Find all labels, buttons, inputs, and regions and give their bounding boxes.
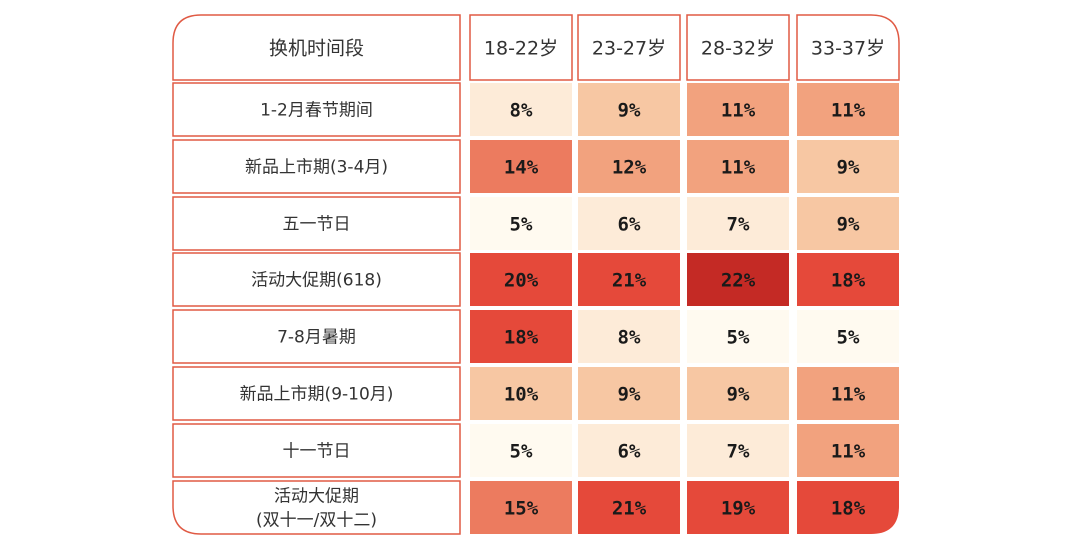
row-label: 7-8月暑期 <box>277 328 356 348</box>
cell-value-label: 9% <box>727 384 750 406</box>
row-label-cell <box>172 366 461 421</box>
column-header-cell <box>469 14 573 81</box>
row-label-cell <box>172 423 461 478</box>
cell-value-label: 19% <box>721 498 756 520</box>
row-label-cell <box>172 82 461 137</box>
cell-value-label: 21% <box>612 270 647 292</box>
heatmap-cell <box>687 197 789 250</box>
row-label-cell <box>172 309 461 364</box>
heatmap-cell <box>470 140 572 193</box>
cell-value-label: 6% <box>618 441 641 463</box>
cell-value-label: 11% <box>831 384 866 406</box>
corner-header-label: 换机时间段 <box>269 38 364 60</box>
heatmap-cell <box>687 253 789 306</box>
cell-value-label: 14% <box>504 157 539 179</box>
heatmap-cell <box>578 481 680 534</box>
cell-value-label: 21% <box>612 498 647 520</box>
heatmap-cell <box>797 481 899 534</box>
cell-value-label: 18% <box>504 327 539 349</box>
cell-value-label: 22% <box>721 270 756 292</box>
cell-value-label: 12% <box>612 157 647 179</box>
heatmap-cell <box>687 481 789 534</box>
heatmap-cell <box>687 310 789 363</box>
cell-value-label: 8% <box>510 100 533 122</box>
column-header-label: 18-22岁 <box>484 38 558 60</box>
heatmap-cell <box>797 83 899 136</box>
heatmap-cell <box>797 424 899 477</box>
cell-value-label: 8% <box>618 327 641 349</box>
heatmap-cell <box>578 253 680 306</box>
heatmap-cell <box>578 310 680 363</box>
heatmap-cell <box>687 367 789 420</box>
heatmap-cell <box>797 367 899 420</box>
cell-value-label: 11% <box>721 157 756 179</box>
cell-value-label: 9% <box>618 384 641 406</box>
heatmap-cell <box>578 197 680 250</box>
cell-value-label: 11% <box>831 441 866 463</box>
heatmap-cell <box>470 197 572 250</box>
cell-value-label: 10% <box>504 384 539 406</box>
cell-value-label: 20% <box>504 270 539 292</box>
cell-value-label: 11% <box>831 100 866 122</box>
row-label: 五一节日 <box>283 215 351 235</box>
column-header-cell <box>577 14 681 81</box>
cell-value-label: 9% <box>837 157 860 179</box>
row-label: (双十一/双十二) <box>256 511 377 531</box>
row-label: 新品上市期(3-4月) <box>245 158 388 178</box>
heatmap-cell <box>797 253 899 306</box>
heatmap-cell <box>578 83 680 136</box>
cell-value-label: 18% <box>831 270 866 292</box>
cell-value-label: 5% <box>837 327 860 349</box>
column-header-cell <box>796 14 900 81</box>
row-label: 活动大促期 <box>274 487 359 507</box>
cell-value-label: 5% <box>727 327 750 349</box>
cell-value-label: 11% <box>721 100 756 122</box>
column-header-label: 23-27岁 <box>592 38 666 60</box>
corner-header-cell <box>172 14 461 81</box>
row-label-cell <box>172 196 461 251</box>
cell-value-label: 18% <box>831 498 866 520</box>
column-header-label: 28-32岁 <box>701 38 775 60</box>
row-label-cell <box>172 480 461 535</box>
cell-value-label: 5% <box>510 214 533 236</box>
cell-value-label: 7% <box>727 214 750 236</box>
cell-value-label: 15% <box>504 498 539 520</box>
row-label: 十一节日 <box>283 442 351 462</box>
row-label-cell <box>172 252 461 307</box>
heatmap-cell <box>578 424 680 477</box>
row-label-cell <box>172 139 461 194</box>
heatmap-cell <box>797 197 899 250</box>
heatmap-cell <box>470 481 572 534</box>
heatmap-cell <box>470 424 572 477</box>
heatmap-cell <box>470 253 572 306</box>
row-label: 1-2月春节期间 <box>260 101 373 121</box>
row-label: 新品上市期(9-10月) <box>240 385 394 405</box>
heatmap-cell <box>470 367 572 420</box>
cell-value-label: 6% <box>618 214 641 236</box>
heatmap-cell <box>797 140 899 193</box>
heatmap-cell <box>797 310 899 363</box>
heatmap-cell <box>687 424 789 477</box>
cell-value-label: 9% <box>837 214 860 236</box>
heatmap-cell <box>687 140 789 193</box>
cell-value-label: 5% <box>510 441 533 463</box>
heatmap-cell <box>578 367 680 420</box>
row-label: 活动大促期(618) <box>251 271 382 291</box>
column-header-label: 33-37岁 <box>811 38 885 60</box>
cell-value-label: 7% <box>727 441 750 463</box>
heatmap-cell <box>578 140 680 193</box>
cell-value-label: 9% <box>618 100 641 122</box>
heatmap-cell <box>470 83 572 136</box>
heatmap-cell <box>687 83 789 136</box>
heatmap-cell <box>470 310 572 363</box>
column-header-cell <box>686 14 790 81</box>
